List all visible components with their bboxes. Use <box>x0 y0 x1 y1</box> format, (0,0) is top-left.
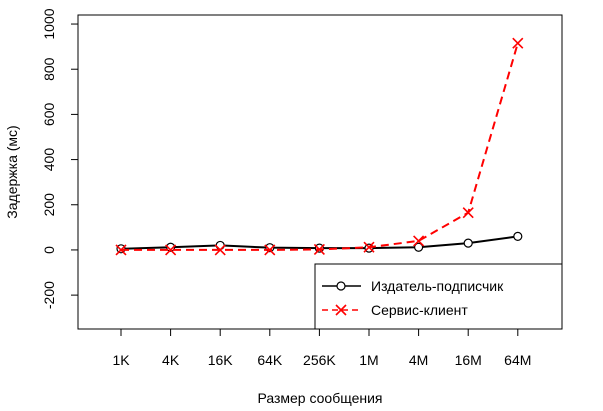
legend-item-2: Сервис-клиент <box>322 302 468 318</box>
data-point-circle <box>166 242 176 252</box>
series-2 <box>115 37 524 256</box>
data-point-circle <box>513 231 523 241</box>
data-point-x <box>165 244 177 256</box>
y-tick-label: 600 <box>41 103 57 127</box>
data-point-x <box>363 241 375 253</box>
legend: Издатель-подписчик Сервис-клиент <box>314 263 563 330</box>
y-tick-label: -200 <box>41 281 57 309</box>
legend-swatch-marker <box>336 281 346 291</box>
data-point-x <box>115 244 127 256</box>
y-tick-label: 1000 <box>41 8 57 39</box>
x-tick-label: 4M <box>409 352 428 368</box>
legend-label: Сервис-клиент <box>371 302 468 318</box>
x-axis: 1K 4K 16K 64K 256K 1M 4M 16M 64M <box>112 328 531 368</box>
data-point-circle <box>414 242 424 252</box>
data-point-x <box>462 207 474 219</box>
x-tick-label: 4K <box>162 352 180 368</box>
x-tick-label: 64K <box>257 352 283 368</box>
legend-box <box>314 263 563 330</box>
data-point-x <box>413 235 425 247</box>
data-point-x <box>264 244 276 256</box>
y-tick-label: 200 <box>41 193 57 217</box>
legend-items: Издатель-подписчик Сервис-клиент <box>322 278 504 318</box>
legend-item-1: Издатель-подписчик <box>322 278 504 294</box>
series-line <box>121 42 519 251</box>
legend-swatch-marker <box>335 304 347 316</box>
x-tick-label: 1M <box>359 352 378 368</box>
data-point-circle <box>314 243 324 253</box>
x-tick-label: 64M <box>504 352 531 368</box>
x-tick-label: 1K <box>112 352 130 368</box>
x-tick-label: 256K <box>303 352 336 368</box>
series-layer <box>115 37 524 256</box>
y-axis: -200 0 200 400 600 800 1000 <box>41 8 79 309</box>
x-tick-label: 16M <box>455 352 482 368</box>
x-axis-label: Размер сообщения <box>257 390 382 406</box>
data-point-x <box>512 37 524 49</box>
legend-label: Издатель-подписчик <box>371 278 504 294</box>
data-point-circle <box>463 238 473 248</box>
y-tick-label: 0 <box>41 246 57 254</box>
y-axis-label: Задержка (мс) <box>4 125 20 218</box>
y-tick-label: 800 <box>41 57 57 81</box>
x-tick-label: 16K <box>208 352 234 368</box>
data-point-x <box>214 244 226 256</box>
data-point-x <box>313 243 325 256</box>
y-tick-label: 400 <box>41 148 57 172</box>
